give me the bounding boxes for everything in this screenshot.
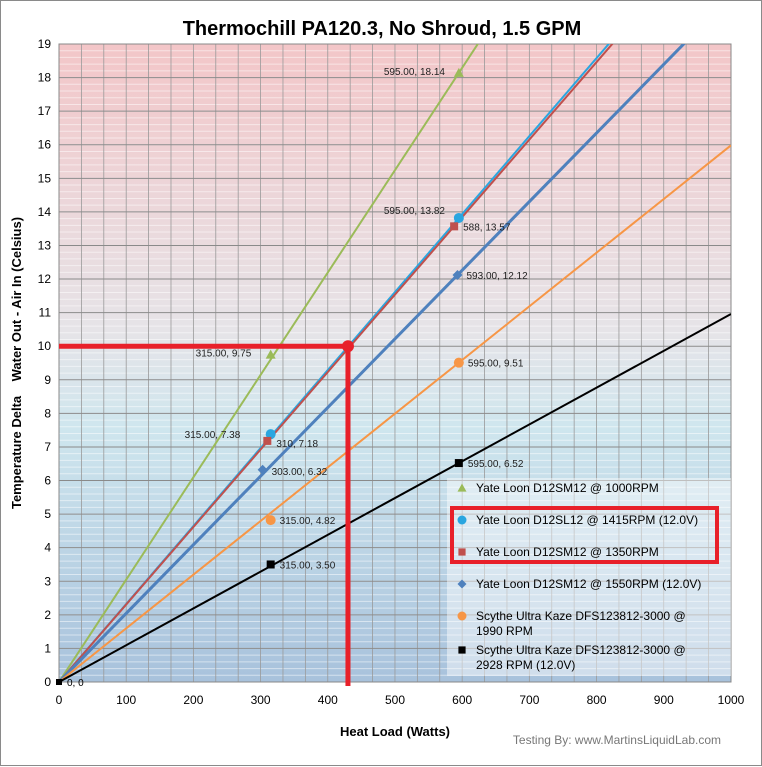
diamond-marker bbox=[457, 579, 467, 589]
legend-label-line: Scythe Ultra Kaze DFS123812-3000 @ bbox=[476, 643, 686, 657]
data-label: 315.00, 9.75 bbox=[196, 349, 252, 360]
legend-label: Yate Loon D12SM12 @ 1000RPM bbox=[476, 481, 659, 495]
data-label: 595.00, 9.51 bbox=[468, 359, 524, 370]
square-marker bbox=[266, 560, 275, 569]
x-tick-label: 600 bbox=[452, 693, 472, 707]
y-tick-label: 4 bbox=[44, 541, 51, 555]
y-tick-label: 14 bbox=[38, 205, 52, 219]
legend-label: Yate Loon D12SL12 @ 1415RPM (12.0V) bbox=[476, 513, 698, 527]
diamond-marker bbox=[452, 270, 463, 281]
square-marker bbox=[454, 459, 463, 468]
chart-title: Thermochill PA120.3, No Shroud, 1.5 GPM bbox=[183, 18, 582, 40]
legend-label: Scythe Ultra Kaze DFS123812-3000 @1990 R… bbox=[476, 609, 686, 638]
y-tick-label: 12 bbox=[38, 272, 52, 286]
x-tick-label: 900 bbox=[654, 693, 674, 707]
y-tick-label: 2 bbox=[44, 608, 51, 622]
y-tick-label: 15 bbox=[38, 171, 52, 185]
y-tick-label: 13 bbox=[38, 238, 52, 252]
gridlines bbox=[58, 43, 732, 683]
y-axis-label: Temperature Delta Water Out - Air In (Ce… bbox=[9, 217, 24, 509]
highlight-box bbox=[450, 506, 719, 564]
x-tick-label: 300 bbox=[251, 693, 271, 707]
annotation-point bbox=[341, 340, 354, 353]
data-label: 310, 7.18 bbox=[276, 439, 318, 450]
origin-marker bbox=[56, 679, 62, 685]
data-label: 588, 13.57 bbox=[463, 222, 511, 233]
triangle-marker bbox=[453, 67, 464, 77]
y-tick-label: 7 bbox=[44, 440, 51, 454]
y-tick-label: 3 bbox=[44, 574, 51, 588]
legend-label-line: Scythe Ultra Kaze DFS123812-3000 @ bbox=[476, 609, 686, 623]
circle-marker bbox=[453, 357, 464, 368]
data-label: 315.00, 7.38 bbox=[185, 430, 241, 441]
y-tick-label: 19 bbox=[38, 37, 52, 51]
x-tick-label: 700 bbox=[519, 693, 539, 707]
circle-marker bbox=[265, 429, 276, 440]
data-label: 303.00, 6.32 bbox=[272, 467, 328, 478]
y-tick-label: 5 bbox=[44, 507, 51, 521]
credit-text: Testing By: www.MartinsLiquidLab.com bbox=[513, 733, 721, 747]
y-tick-label: 17 bbox=[38, 104, 52, 118]
data-label: 595.00, 6.52 bbox=[468, 459, 524, 470]
origin-label: 0, 0 bbox=[67, 678, 84, 689]
legend-label: Yate Loon D12SM12 @ 1550RPM (12.0V) bbox=[476, 577, 701, 591]
data-label: 315.00, 3.50 bbox=[280, 560, 336, 571]
y-tick-label: 11 bbox=[39, 306, 52, 320]
y-tick-label: 8 bbox=[44, 406, 51, 420]
series-line bbox=[59, 313, 731, 682]
legend-label-line: 1990 RPM bbox=[476, 624, 533, 638]
tick-labels: 0 100 200 300 400 500 600 700 800 900 100001234567… bbox=[38, 37, 745, 707]
circle-marker bbox=[453, 212, 464, 223]
y-tick-label: 1 bbox=[44, 641, 51, 655]
x-tick-label: 0 bbox=[56, 693, 63, 707]
x-tick-label: 500 bbox=[385, 693, 405, 707]
square-marker bbox=[458, 548, 466, 556]
series-line bbox=[59, 44, 479, 682]
data-label: 315.00, 4.82 bbox=[280, 516, 336, 527]
data-label: 595.00, 18.14 bbox=[384, 67, 446, 78]
x-tick-label: 200 bbox=[183, 693, 203, 707]
series-line bbox=[59, 44, 614, 682]
plot-border bbox=[58, 43, 732, 683]
series-line bbox=[59, 144, 731, 682]
y-tick-label: 9 bbox=[44, 373, 51, 387]
y-tick-label: 18 bbox=[38, 71, 52, 85]
square-marker bbox=[263, 436, 272, 445]
triangle-marker bbox=[265, 349, 276, 359]
square-marker bbox=[450, 222, 459, 231]
markers: 315.00, 9.75 595.00, 18.14 315.00, 7.38 595… bbox=[56, 67, 528, 689]
x-tick-label: 1000 bbox=[718, 693, 745, 707]
diamond-marker bbox=[257, 464, 268, 475]
legend-label-line: 2928 RPM (12.0V) bbox=[476, 658, 575, 672]
y-tick-label: 0 bbox=[44, 675, 51, 689]
y-tick-label: 6 bbox=[44, 474, 51, 488]
data-label: 595.00, 13.82 bbox=[384, 206, 446, 217]
square-marker bbox=[458, 646, 466, 654]
y-tick-label: 16 bbox=[38, 138, 52, 152]
data-label: 593.00, 12.12 bbox=[466, 271, 528, 282]
series-line bbox=[59, 44, 686, 682]
legend-label: Yate Loon D12SM12 @ 1350RPM bbox=[476, 545, 659, 559]
series-lines bbox=[59, 44, 731, 682]
circle-marker bbox=[265, 515, 276, 526]
y-tick-label: 10 bbox=[38, 339, 52, 353]
x-tick-label: 800 bbox=[587, 693, 607, 707]
x-tick-label: 100 bbox=[116, 693, 136, 707]
legend-label: Scythe Ultra Kaze DFS123812-3000 @2928 R… bbox=[476, 643, 686, 672]
x-tick-label: 400 bbox=[318, 693, 338, 707]
circle-marker bbox=[457, 515, 467, 525]
triangle-marker bbox=[457, 483, 467, 492]
circle-marker bbox=[457, 611, 467, 621]
legend bbox=[447, 478, 731, 676]
x-axis-label: Heat Load (Watts) bbox=[340, 724, 450, 739]
